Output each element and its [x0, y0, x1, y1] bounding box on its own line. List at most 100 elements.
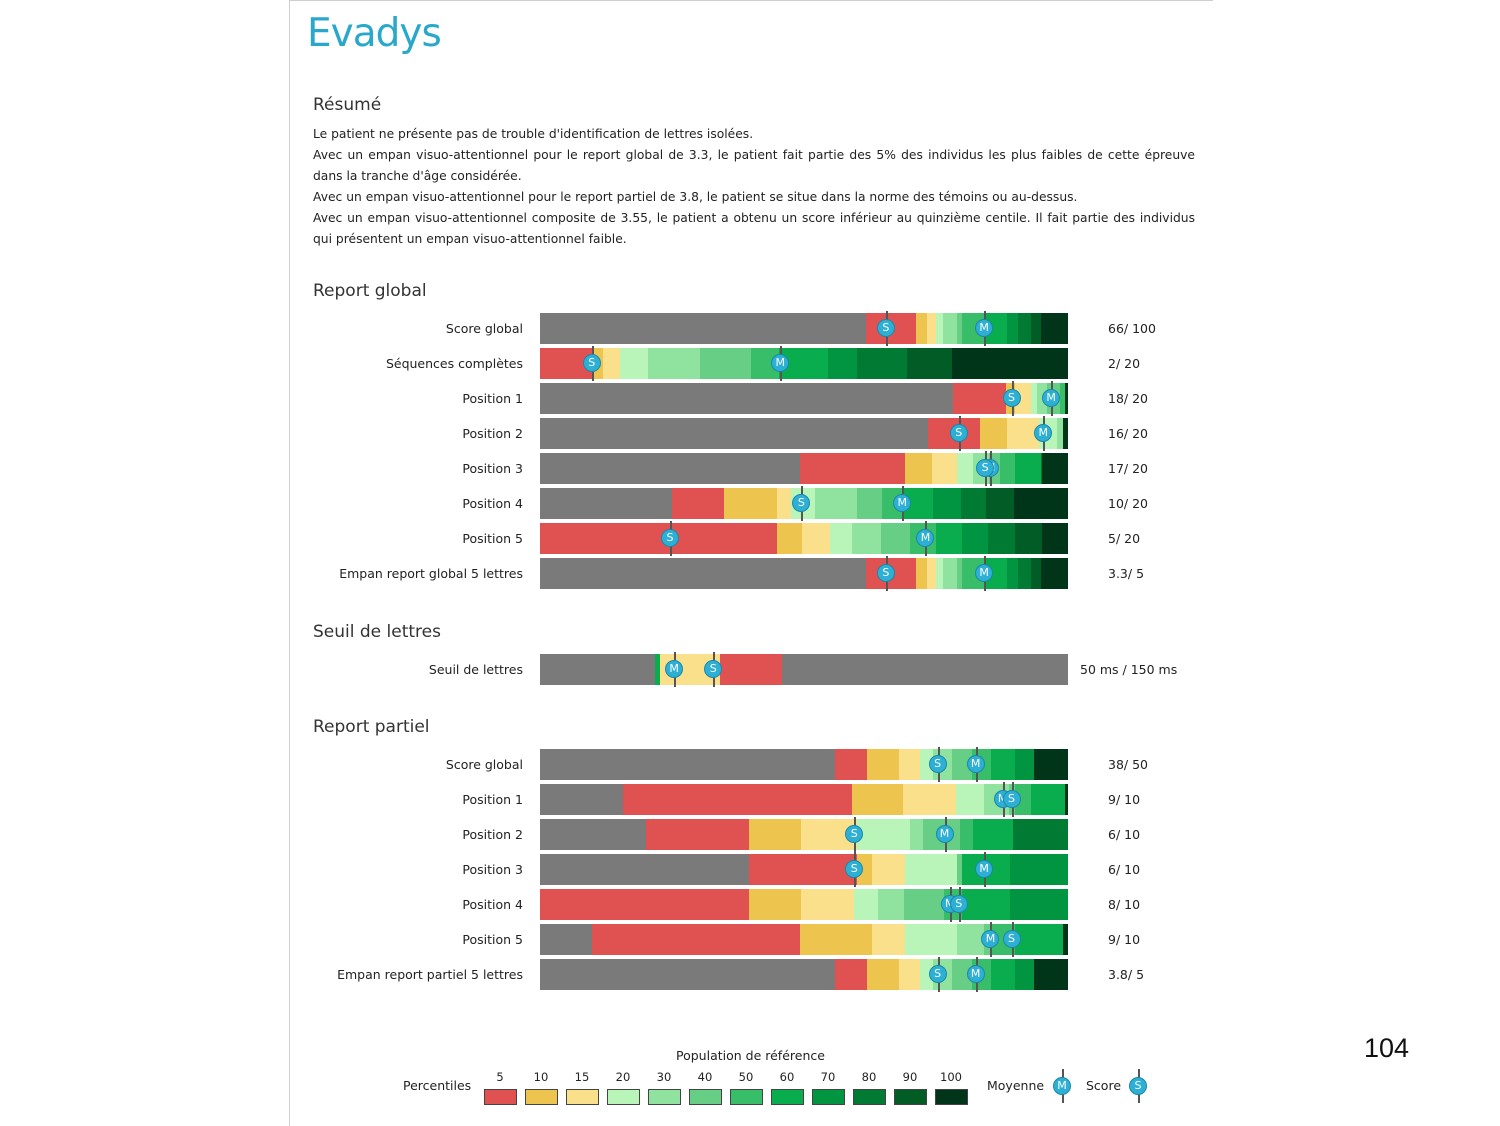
- chart-row: Score global M S 38/ 50: [290, 747, 1213, 782]
- bar-segment-p15: [603, 348, 621, 379]
- bar-segment-gray: [540, 558, 867, 589]
- row-label: Position 4: [462, 496, 523, 511]
- bar-segment-p5: [800, 453, 906, 484]
- bar-segment-p100: [1062, 418, 1069, 449]
- summary-title: Résumé: [313, 95, 382, 115]
- bar-segment-gray: [540, 488, 673, 519]
- bar-segment-p70: [1009, 889, 1069, 920]
- bar-segment-p70: [1015, 749, 1035, 780]
- section-title-report-global: Report global: [313, 281, 427, 301]
- legend-swatch-p10: [525, 1089, 558, 1105]
- row-value: 50 ms / 150 ms: [1080, 662, 1178, 677]
- mean-marker: M: [771, 346, 790, 381]
- bar-segment-p20: [920, 749, 934, 780]
- bar-segment-p30: [851, 523, 882, 554]
- legend-swatch-p60: [771, 1089, 804, 1105]
- bar-segment-p90: [906, 348, 953, 379]
- bar-segment-gray: [540, 819, 647, 850]
- bar-segment-p70: [933, 488, 962, 519]
- bar-segment-p80: [1040, 453, 1043, 484]
- bar-segment-p15: [1015, 383, 1032, 414]
- row-label: Empan report global 5 lettres: [339, 566, 523, 581]
- score-marker-letter: S: [876, 319, 895, 337]
- chart-row: Score global M S 66/ 100: [290, 311, 1213, 346]
- bar-segment-p70: [1007, 313, 1019, 344]
- bar-segment-p30: [942, 313, 958, 344]
- bar-segment-p100: [1040, 558, 1069, 589]
- mean-marker-letter: M: [975, 564, 994, 582]
- legend-mean-marker: M: [1053, 1069, 1071, 1103]
- bar-segment-gray: [540, 749, 836, 780]
- bar-segment-p70: [1007, 558, 1019, 589]
- bar-segment-p60: [936, 523, 963, 554]
- legend-swatch-p80: [853, 1089, 886, 1105]
- bar-segment-p10: [723, 488, 778, 519]
- legend-tick-label: 20: [615, 1070, 631, 1084]
- bar-segment-gray: [540, 924, 593, 955]
- chart-row: Position 3 MS 17/ 20: [290, 451, 1213, 486]
- row-value: 6/ 10: [1108, 862, 1141, 877]
- bar-segment-p15: [802, 523, 831, 554]
- chart-row: Position 3 M S 6/ 10: [290, 852, 1213, 887]
- mean-marker-letter: M: [665, 660, 684, 678]
- bar-segment-p15: [927, 313, 937, 344]
- bar-segment-p20: [854, 889, 879, 920]
- row-label: Position 1: [462, 792, 523, 807]
- bar-segment-p40: [957, 854, 963, 885]
- score-marker-letter: S: [1002, 790, 1021, 808]
- bar-segment-p50: [959, 819, 974, 850]
- bar-segment-p60: [991, 959, 1016, 990]
- score-marker-letter: S: [704, 660, 723, 678]
- row-value: 9/ 10: [1108, 932, 1141, 947]
- bar-segment-p40: [856, 488, 883, 519]
- bar-segment-p10: [748, 889, 802, 920]
- bar-segment-gray: [540, 654, 656, 685]
- legend-tick-label: 10: [533, 1070, 549, 1084]
- mean-marker-letter: M: [966, 755, 985, 773]
- chart-row: Position 2 M S 16/ 20: [290, 416, 1213, 451]
- bar-segment-p90: [1031, 558, 1042, 589]
- mean-marker-letter: M: [1034, 424, 1053, 442]
- bar-segment-p30: [877, 889, 905, 920]
- legend-swatch-p50: [730, 1089, 763, 1105]
- bar-segment-p5: [748, 854, 858, 885]
- row-label: Position 2: [462, 426, 523, 441]
- row-label: Score global: [445, 321, 523, 336]
- score-marker-letter: S: [1002, 389, 1021, 407]
- summary-paragraph: Avec un empan visuo-attentionnel composi…: [313, 211, 1195, 246]
- bar-segment-p15: [899, 749, 921, 780]
- chart-row: Seuil de lettres M S 50 ms / 150 ms: [290, 652, 1213, 687]
- summary-text: Le patient ne présente pas de trouble d'…: [313, 124, 1195, 250]
- score-marker: S: [949, 887, 968, 922]
- bar-segment-p15: [801, 889, 855, 920]
- chart-row: Séquences complètes M S 2/ 20: [290, 346, 1213, 381]
- mean-marker: M: [966, 747, 985, 782]
- bar-segment-p15: [776, 488, 792, 519]
- bar-segment-p5: [719, 654, 783, 685]
- chart-row: Position 1 MS 9/ 10: [290, 782, 1213, 817]
- legend-swatch-p15: [566, 1089, 599, 1105]
- bar-segment-p40: [880, 523, 911, 554]
- legend-score-label: Score: [1086, 1078, 1122, 1093]
- bar-segment-p50: [1015, 784, 1032, 815]
- row-value: 8/ 10: [1108, 897, 1141, 912]
- row-value: 10/ 20: [1108, 496, 1148, 511]
- evadys-logo: Evadys: [307, 11, 442, 56]
- score-marker-letter: S: [660, 529, 679, 547]
- bar-segment-p60: [655, 654, 661, 685]
- bar-segment-p20: [936, 558, 944, 589]
- score-marker-letter: S: [1002, 930, 1021, 948]
- legend-score-letter: S: [1129, 1077, 1147, 1095]
- bar-segment-p10: [856, 854, 873, 885]
- row-value: 3.8/ 5: [1108, 967, 1145, 982]
- row-label: Position 2: [462, 827, 523, 842]
- legend-percentiles-label: Percentiles: [403, 1078, 472, 1093]
- bar-segment-p20: [905, 924, 958, 955]
- score-marker: S: [1002, 381, 1021, 416]
- mean-marker: M: [975, 556, 994, 591]
